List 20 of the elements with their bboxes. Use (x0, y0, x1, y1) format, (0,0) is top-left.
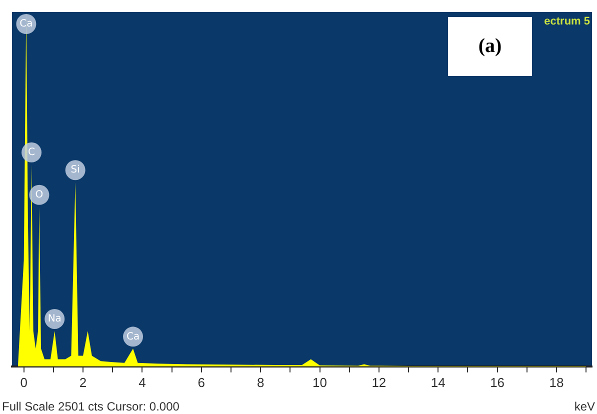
x-tick-label: 0 (20, 374, 28, 390)
annotation: Si (70, 164, 80, 176)
annotation: Ca (20, 18, 33, 30)
text: Full Scale 2501 cts Cursor: 0.000 (2, 399, 180, 414)
x-tick-label: 18 (549, 374, 564, 390)
x-tick-label: 6 (198, 374, 206, 390)
x-tick-label: 16 (490, 374, 505, 390)
x-tick-label: 2 (79, 374, 87, 390)
annotation: Ca (126, 331, 140, 342)
annotation: (a) (478, 35, 502, 58)
annotation: O (35, 190, 44, 201)
x-tick-label: 8 (256, 374, 264, 390)
x-axis-title: keV (574, 399, 595, 414)
x-tick-label: 12 (372, 374, 386, 390)
annotation: Na (48, 314, 62, 325)
x-tick-label: 10 (312, 374, 327, 390)
annotation: C (28, 146, 36, 158)
x-tick-label: 4 (138, 374, 146, 390)
x-tick-label: 14 (430, 374, 446, 390)
annotation: ectrum 5 (544, 16, 590, 28)
